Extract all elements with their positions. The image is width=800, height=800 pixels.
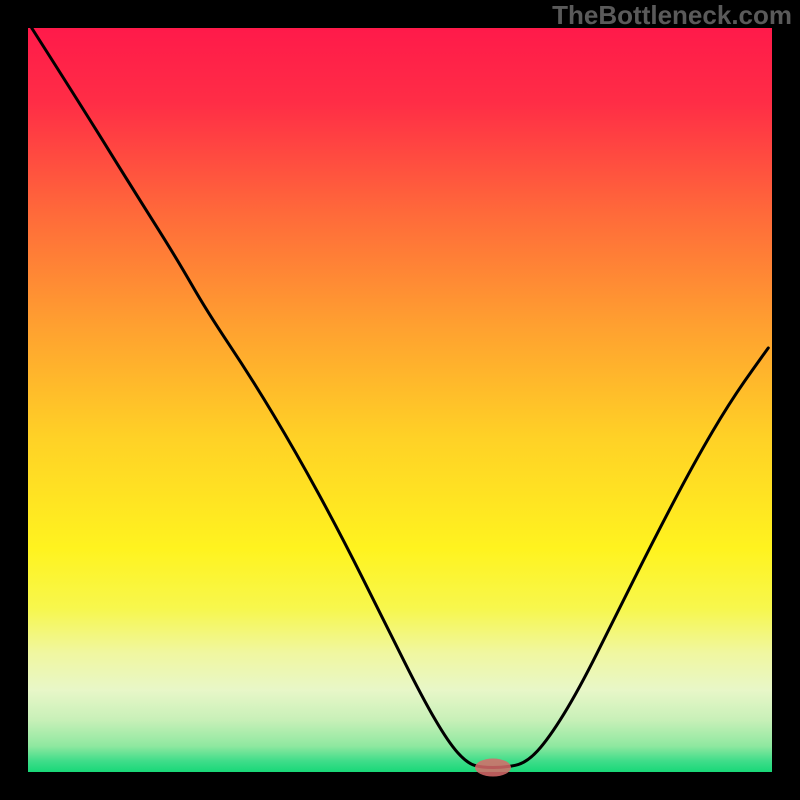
minimum-marker — [475, 759, 511, 777]
watermark-text: TheBottleneck.com — [552, 0, 792, 31]
gradient-background — [28, 28, 772, 772]
bottleneck-curve-chart — [0, 0, 800, 800]
chart-frame: TheBottleneck.com — [0, 0, 800, 800]
